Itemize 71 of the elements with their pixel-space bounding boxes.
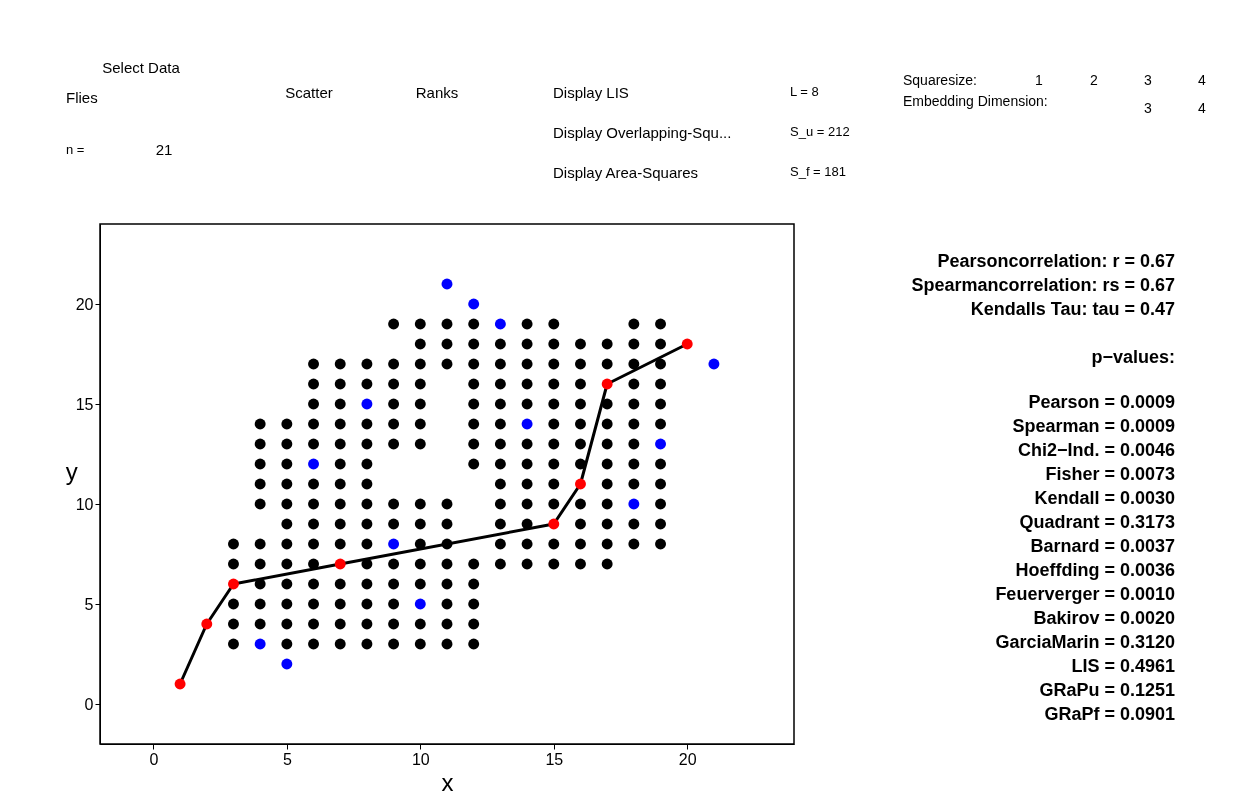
text: Kendalls Tau: tau = 0.47 bbox=[970, 299, 1175, 319]
text: 3 bbox=[1144, 72, 1152, 88]
x-tick-label: 5 bbox=[282, 750, 292, 768]
text: Fisher = 0.0073 bbox=[1045, 464, 1175, 484]
point bbox=[521, 418, 533, 430]
point bbox=[308, 458, 320, 470]
text: 4 bbox=[1198, 72, 1206, 88]
text: Spearman = 0.0009 bbox=[1012, 416, 1175, 436]
x-axis-title: x bbox=[441, 768, 454, 796]
point bbox=[281, 658, 293, 670]
text: Ranks bbox=[415, 84, 459, 101]
text: Display Overlapping-Squ... bbox=[553, 124, 732, 141]
point bbox=[681, 338, 693, 350]
text: Spearmancorrelation: rs = 0.67 bbox=[911, 275, 1175, 295]
x-tick-label: 15 bbox=[545, 750, 564, 768]
y-tick-label: 20 bbox=[75, 295, 94, 313]
point bbox=[227, 578, 239, 590]
text: n = bbox=[66, 142, 85, 157]
point bbox=[334, 558, 346, 570]
text: Pearson = 0.0009 bbox=[1028, 392, 1175, 412]
text: Pearsoncorrelation: r = 0.67 bbox=[937, 251, 1175, 271]
text: GarciaMarin = 0.3120 bbox=[995, 632, 1175, 652]
text: Barnard = 0.0037 bbox=[1030, 536, 1175, 556]
text: Feuerverger = 0.0010 bbox=[995, 584, 1175, 604]
text: Select Data bbox=[102, 59, 181, 76]
text: 2 bbox=[1090, 72, 1098, 88]
text: GRaPf = 0.0901 bbox=[1044, 704, 1175, 724]
point bbox=[708, 358, 720, 370]
point bbox=[388, 538, 400, 550]
point bbox=[201, 618, 213, 630]
x-tick-label: 20 bbox=[678, 750, 697, 768]
text: GRaPu = 0.1251 bbox=[1039, 680, 1175, 700]
point bbox=[655, 438, 667, 450]
point bbox=[174, 678, 186, 690]
text: Chi2−Ind. = 0.0046 bbox=[1017, 440, 1175, 460]
point bbox=[574, 478, 586, 490]
text: 1 bbox=[1035, 72, 1043, 88]
point bbox=[254, 638, 266, 650]
y-tick-label: 5 bbox=[84, 595, 94, 613]
y-tick-label: 15 bbox=[75, 395, 94, 413]
text: Scatter bbox=[285, 84, 333, 101]
text: 3 bbox=[1144, 100, 1152, 116]
point bbox=[548, 518, 560, 530]
text: S_f = 181 bbox=[790, 164, 847, 179]
text: Kendall = 0.0030 bbox=[1034, 488, 1175, 508]
point bbox=[441, 278, 453, 290]
text: LIS = 0.4961 bbox=[1071, 656, 1175, 676]
text: Flies bbox=[66, 89, 98, 106]
y-tick-label: 0 bbox=[84, 695, 94, 713]
y-tick-label: 10 bbox=[75, 495, 94, 513]
text: Display LIS bbox=[553, 84, 629, 101]
point bbox=[468, 298, 480, 310]
point bbox=[628, 498, 640, 510]
text: Bakirov = 0.0020 bbox=[1033, 608, 1175, 628]
text: Quadrant = 0.3173 bbox=[1019, 512, 1175, 532]
text: Hoeffding = 0.0036 bbox=[1015, 560, 1175, 580]
x-tick-label: 10 bbox=[411, 750, 430, 768]
text: S_u = 212 bbox=[790, 124, 850, 139]
text: L = 8 bbox=[790, 84, 819, 99]
text: Embedding Dimension: bbox=[903, 93, 1048, 109]
y-axis-title: y bbox=[65, 457, 78, 485]
x-tick-label: 0 bbox=[149, 750, 159, 768]
point bbox=[414, 598, 426, 610]
text: Squaresize: bbox=[903, 72, 977, 88]
text: 21 bbox=[155, 141, 173, 158]
text: 4 bbox=[1198, 100, 1206, 116]
point bbox=[601, 378, 613, 390]
text: p−values: bbox=[1091, 347, 1175, 367]
point bbox=[494, 318, 506, 330]
text: Display Area-Squares bbox=[553, 164, 699, 181]
point bbox=[361, 398, 373, 410]
